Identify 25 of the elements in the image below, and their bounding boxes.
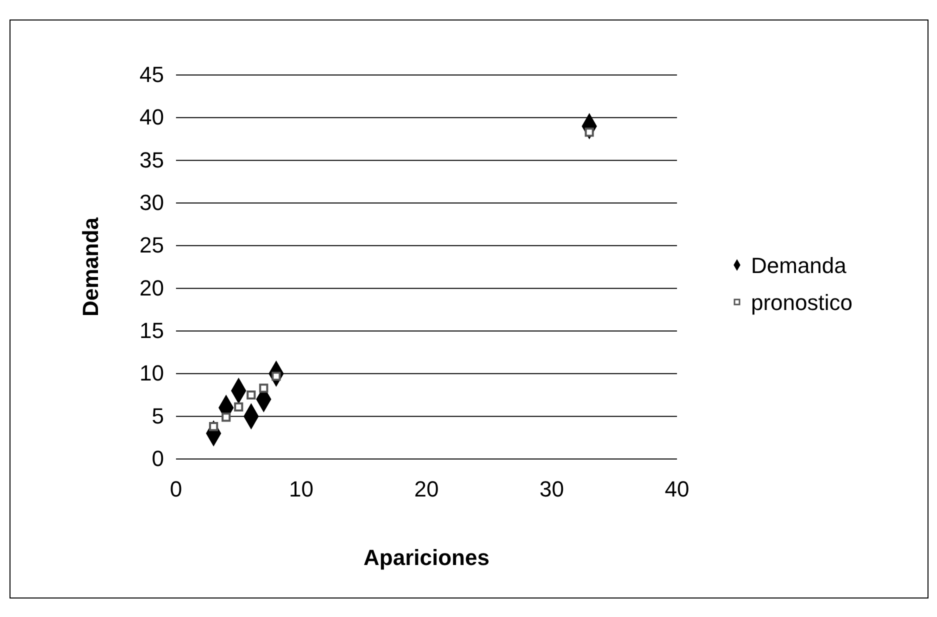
point [246,390,256,400]
y-tick-label: 5 [152,403,164,428]
y-tick-label: 20 [140,275,164,300]
y-tick-label: 10 [140,360,164,386]
point [259,384,268,393]
y-tick-label: 30 [140,190,164,216]
y-tick-label: 45 [140,62,164,88]
point [584,128,594,137]
point [209,422,218,432]
y-tick-label: 35 [140,147,164,172]
y-axis-title: Demanda [78,216,103,317]
y-tick-label: 15 [140,318,164,344]
point [222,412,231,422]
legend-label: pronostico [751,290,853,315]
y-tick-label: 40 [140,104,164,130]
x-tick-label: 0 [170,476,182,502]
point [234,402,244,412]
legend-label: Demanda [751,253,848,278]
x-tick-label: 10 [289,476,314,502]
y-tick-label: 0 [152,446,164,472]
x-tick-label: 30 [540,476,564,502]
x-tick-label: 20 [414,476,439,502]
x-axis-title: Apariciones [364,545,490,570]
x-tick-label: 40 [664,476,690,502]
y-tick-label: 25 [140,232,164,258]
